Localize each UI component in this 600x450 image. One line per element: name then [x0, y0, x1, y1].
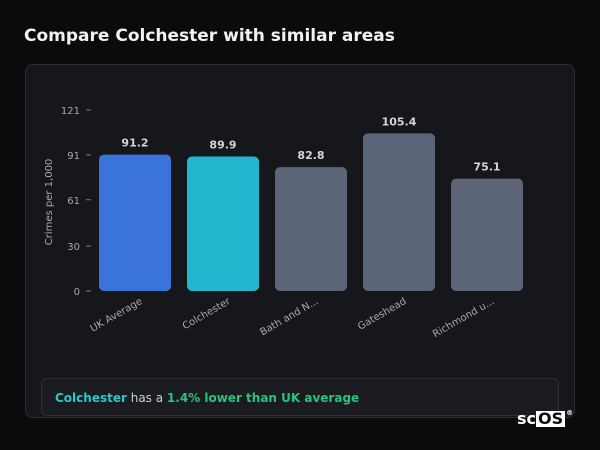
y-tick-label: 91 — [67, 151, 80, 162]
bar[interactable] — [451, 178, 523, 291]
bars — [99, 133, 523, 291]
page-title: Compare Colchester with similar areas — [24, 26, 395, 46]
x-tick-label: Richmond u... — [431, 296, 496, 340]
comparison-summary: Colchester has a 1.4% lower than UK aver… — [41, 378, 559, 416]
summary-text: has a — [126, 391, 167, 405]
bar-value-label: 75.1 — [473, 161, 500, 174]
bar[interactable] — [187, 156, 259, 291]
bar-value-label: 91.2 — [121, 137, 148, 150]
y-tick-label: 121 — [61, 106, 80, 117]
x-tick-label: UK Average — [89, 296, 145, 335]
value-labels: 91.2 89.9 82.8 105.4 75.1 — [121, 115, 500, 173]
y-tick-label: 30 — [67, 242, 80, 253]
bar[interactable] — [275, 167, 347, 291]
x-tick-label: Colchester — [181, 296, 233, 333]
x-tick-label: Gateshead — [356, 296, 408, 333]
logo-box-text: OS — [536, 409, 566, 428]
summary-difference: 1.4% lower than UK average — [166, 391, 360, 405]
scos-logo: sc OS ® — [517, 409, 573, 428]
summary-area: Colchester — [55, 391, 127, 405]
bar[interactable] — [363, 133, 435, 291]
x-axis-labels: UK Average Colchester Bath and N... Gateshe… — [89, 296, 497, 341]
bar[interactable] — [99, 154, 171, 291]
logo-text: sc — [517, 409, 537, 428]
logo-registered-mark: ® — [566, 409, 574, 417]
bar-value-label: 89.9 — [209, 139, 236, 152]
bar-value-label: 105.4 — [382, 115, 417, 128]
y-axis-label: Crimes per 1,000 — [44, 159, 55, 246]
x-tick-label: Bath and N... — [258, 296, 320, 338]
y-tick-label: 61 — [67, 196, 80, 207]
y-axis: 0 30 61 91 121 — [61, 106, 91, 298]
bar-value-label: 82.8 — [297, 149, 324, 162]
y-tick-label: 0 — [74, 287, 80, 298]
